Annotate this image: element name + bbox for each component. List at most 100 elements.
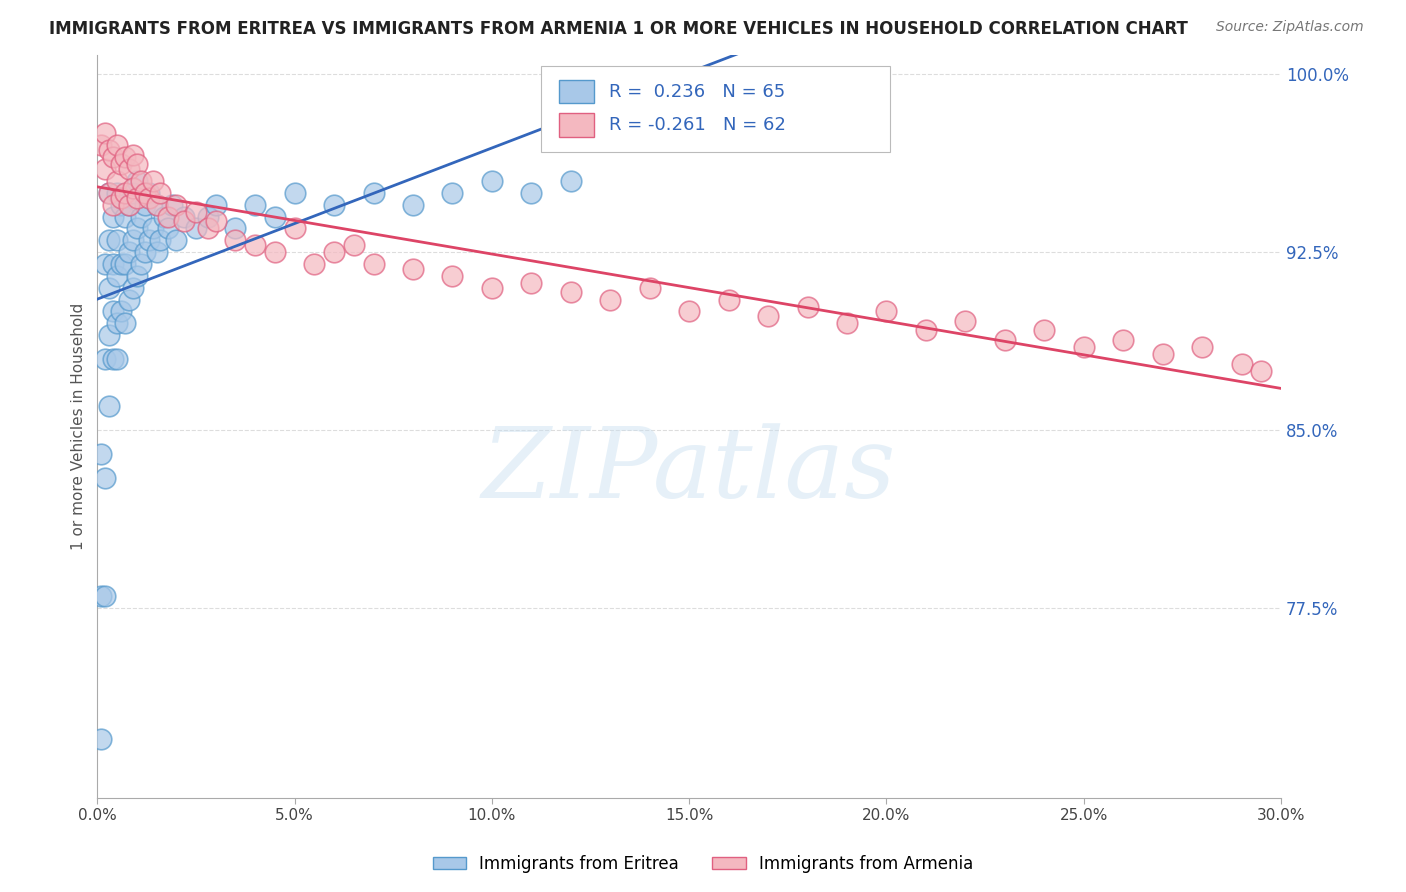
Y-axis label: 1 or more Vehicles in Household: 1 or more Vehicles in Household bbox=[72, 303, 86, 550]
FancyBboxPatch shape bbox=[541, 66, 890, 152]
Point bbox=[1230, 357, 1253, 371]
Point bbox=[105, 351, 128, 366]
Point bbox=[129, 210, 152, 224]
Point bbox=[138, 186, 160, 200]
Point bbox=[118, 162, 141, 177]
Point bbox=[98, 186, 121, 200]
Point bbox=[121, 181, 143, 195]
Point bbox=[441, 186, 464, 200]
Point bbox=[149, 233, 172, 247]
Point bbox=[481, 174, 503, 188]
Point bbox=[243, 197, 266, 211]
Point bbox=[955, 314, 977, 328]
Point bbox=[638, 281, 661, 295]
Point bbox=[520, 186, 543, 200]
Point bbox=[560, 285, 582, 300]
Point bbox=[284, 221, 307, 235]
Point bbox=[520, 276, 543, 290]
Point bbox=[157, 221, 180, 235]
Point bbox=[121, 281, 143, 295]
Point bbox=[243, 238, 266, 252]
Point bbox=[224, 221, 246, 235]
Point bbox=[118, 293, 141, 307]
Point bbox=[145, 197, 167, 211]
Point bbox=[118, 197, 141, 211]
Point bbox=[402, 197, 425, 211]
Text: Source: ZipAtlas.com: Source: ZipAtlas.com bbox=[1216, 20, 1364, 34]
Point bbox=[835, 317, 858, 331]
Point bbox=[678, 304, 700, 318]
Point bbox=[1152, 347, 1174, 361]
Point bbox=[184, 221, 207, 235]
Point bbox=[101, 150, 124, 164]
Point bbox=[101, 210, 124, 224]
Point bbox=[264, 210, 287, 224]
Point bbox=[105, 317, 128, 331]
Point bbox=[90, 590, 112, 604]
Point bbox=[224, 233, 246, 247]
Point bbox=[875, 304, 897, 318]
Point bbox=[915, 323, 938, 337]
Point bbox=[134, 245, 156, 260]
Point bbox=[105, 174, 128, 188]
Point bbox=[90, 731, 112, 746]
Point bbox=[173, 214, 195, 228]
Point bbox=[105, 186, 128, 200]
Point bbox=[402, 261, 425, 276]
Point bbox=[125, 190, 148, 204]
Point bbox=[134, 186, 156, 200]
Point bbox=[118, 245, 141, 260]
Point bbox=[1191, 340, 1213, 354]
Point bbox=[114, 186, 136, 200]
Point bbox=[94, 590, 117, 604]
Point bbox=[145, 197, 167, 211]
Point bbox=[114, 210, 136, 224]
Point bbox=[204, 197, 226, 211]
Point bbox=[323, 197, 346, 211]
Point bbox=[717, 293, 740, 307]
Point bbox=[90, 138, 112, 153]
Point bbox=[197, 221, 219, 235]
Point bbox=[204, 214, 226, 228]
Point bbox=[145, 245, 167, 260]
Point bbox=[134, 197, 156, 211]
Point bbox=[101, 351, 124, 366]
Point bbox=[363, 186, 385, 200]
Point bbox=[129, 174, 152, 188]
Point bbox=[110, 197, 132, 211]
Point bbox=[94, 162, 117, 177]
Point bbox=[125, 174, 148, 188]
Point bbox=[994, 333, 1017, 347]
Point bbox=[94, 257, 117, 271]
Point bbox=[110, 257, 132, 271]
Text: ZIPatlas: ZIPatlas bbox=[482, 424, 897, 519]
Legend: Immigrants from Eritrea, Immigrants from Armenia: Immigrants from Eritrea, Immigrants from… bbox=[426, 848, 980, 880]
Point bbox=[101, 304, 124, 318]
Text: R =  0.236   N = 65: R = 0.236 N = 65 bbox=[609, 83, 785, 101]
Point bbox=[90, 447, 112, 461]
Point bbox=[264, 245, 287, 260]
Point bbox=[142, 174, 165, 188]
Point bbox=[142, 221, 165, 235]
Point bbox=[101, 197, 124, 211]
Point bbox=[1250, 364, 1272, 378]
Point bbox=[98, 400, 121, 414]
Point bbox=[98, 143, 121, 157]
Point bbox=[98, 328, 121, 343]
Point bbox=[94, 127, 117, 141]
Point bbox=[98, 233, 121, 247]
Point bbox=[153, 210, 176, 224]
Point bbox=[114, 317, 136, 331]
Point bbox=[98, 281, 121, 295]
Point bbox=[481, 281, 503, 295]
Point bbox=[110, 157, 132, 171]
Point bbox=[138, 233, 160, 247]
Point bbox=[173, 210, 195, 224]
Point bbox=[121, 186, 143, 200]
Point bbox=[343, 238, 366, 252]
Point bbox=[284, 186, 307, 200]
Point bbox=[125, 221, 148, 235]
Point bbox=[363, 257, 385, 271]
Point bbox=[94, 351, 117, 366]
Point bbox=[162, 197, 184, 211]
